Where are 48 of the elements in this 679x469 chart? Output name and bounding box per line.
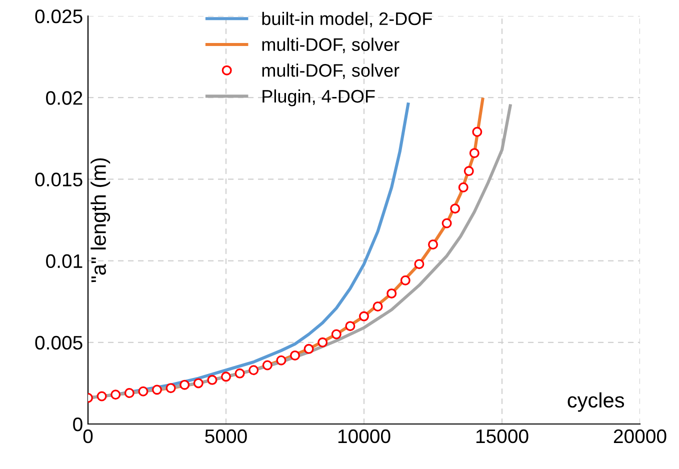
point (464, 166, 474, 176)
point (304, 344, 314, 354)
point (359, 311, 369, 322)
point (166, 383, 176, 394)
point (428, 239, 438, 250)
point (458, 182, 468, 192)
point (345, 321, 356, 332)
legend-label: built-in model, 2-DOF (262, 12, 432, 28)
point (386, 288, 397, 298)
point (138, 386, 148, 396)
legend-label: multi-DOF, solver (262, 38, 400, 54)
x-tick-label: 5000 (205, 429, 247, 444)
point (414, 259, 424, 270)
legend-label: multi-DOF, solver (262, 64, 400, 79)
point (472, 126, 482, 137)
point (152, 384, 162, 395)
point (110, 390, 121, 400)
y-tick-label: 0.015 (35, 172, 82, 186)
point (276, 355, 286, 366)
y-tick-label: 0 (73, 417, 82, 432)
point (124, 388, 134, 398)
point (221, 372, 231, 382)
point (442, 218, 452, 228)
point (331, 329, 342, 340)
point (193, 378, 204, 388)
x-tick-label: 20000 (614, 429, 666, 444)
x-axis-title: cycles (568, 392, 624, 412)
point (469, 148, 480, 158)
x-tick-label: 15000 (476, 429, 528, 444)
point (372, 301, 383, 312)
point (400, 275, 410, 286)
y-tick-label: 0.025 (35, 9, 82, 24)
point (290, 350, 300, 360)
point (450, 204, 460, 214)
y-tick-label: 0.02 (46, 91, 82, 105)
y-tick-label: 0.01 (46, 254, 82, 268)
y-axis-title: "a" length (m) (90, 158, 110, 282)
x-tick-label: 0 (83, 429, 93, 444)
y-tick-label: 0.005 (35, 336, 82, 350)
legend-label: Plugin, 4-DOF (262, 89, 375, 106)
x-tick-label: 10000 (338, 429, 390, 444)
point (248, 365, 259, 376)
point (234, 368, 245, 378)
point (318, 337, 328, 348)
point (262, 360, 272, 370)
point (207, 374, 218, 385)
point (96, 391, 107, 402)
point (180, 380, 190, 390)
